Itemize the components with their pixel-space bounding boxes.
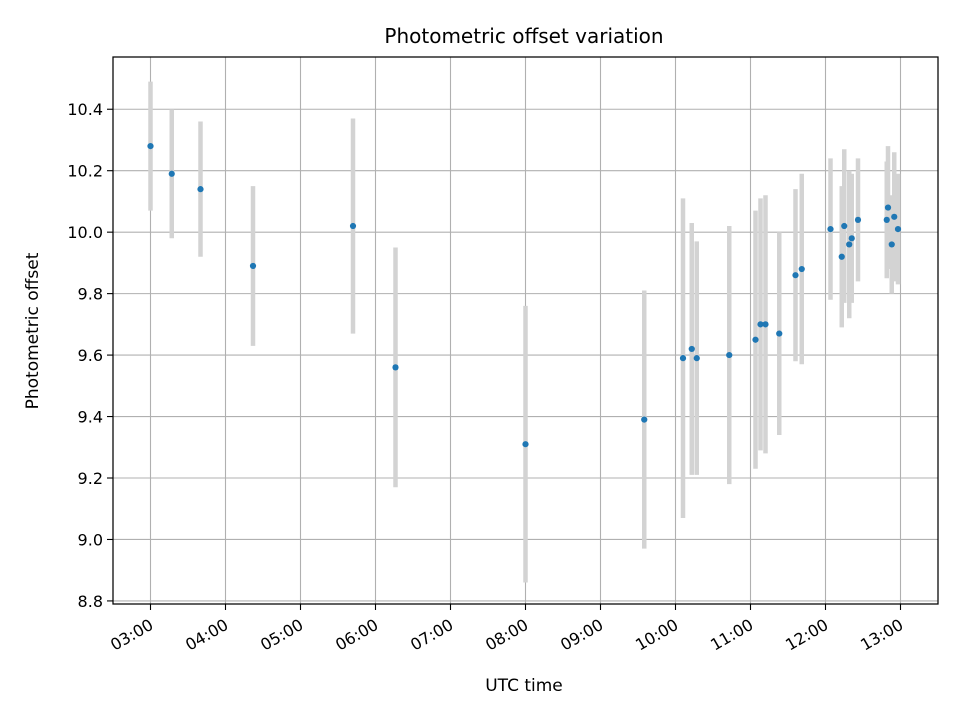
data-point — [884, 204, 892, 211]
data-point — [894, 225, 902, 233]
data-point — [688, 345, 695, 353]
y-tick-label: 10.0 — [67, 223, 103, 242]
data-point — [249, 262, 257, 270]
data-point — [762, 321, 769, 328]
x-axis-label: UTC time — [485, 676, 563, 696]
data-point — [776, 330, 783, 337]
y-tick-label: 9.0 — [78, 530, 103, 549]
data-point — [726, 351, 733, 359]
y-tick-label: 10.4 — [67, 100, 103, 119]
data-point — [522, 441, 529, 448]
data-point — [883, 216, 890, 223]
y-tick-label: 9.6 — [78, 346, 103, 365]
data-point — [888, 241, 895, 248]
data-point — [757, 321, 764, 328]
data-point — [838, 253, 845, 260]
data-point — [827, 225, 834, 233]
data-point — [798, 265, 805, 273]
y-tick-label: 9.4 — [78, 408, 103, 427]
data-point — [848, 235, 855, 242]
data-point — [854, 216, 862, 223]
data-point — [891, 213, 898, 220]
data-point — [792, 272, 799, 279]
y-tick-label: 9.2 — [78, 469, 103, 488]
data-point — [147, 143, 154, 150]
data-point — [349, 222, 357, 230]
data-point — [846, 241, 853, 248]
data-point — [197, 186, 204, 193]
data-point — [168, 170, 175, 177]
y-tick-label: 10.2 — [67, 162, 103, 181]
data-point — [641, 416, 648, 423]
chart-title: Photometric offset variation — [384, 24, 663, 48]
y-tick-label: 8.8 — [78, 592, 103, 611]
data-point — [392, 364, 399, 371]
y-axis-ticks: 8.8 9.0 9.2 9.4 9.6 9.8 10.0 10.2 10.4 — [67, 100, 113, 611]
y-axis-label: Photometric offset — [23, 252, 43, 409]
data-point — [752, 336, 759, 343]
data-points — [147, 143, 902, 448]
data-point — [679, 355, 687, 362]
data-point — [693, 355, 700, 362]
y-tick-label: 9.8 — [78, 285, 103, 304]
data-point — [841, 222, 848, 230]
